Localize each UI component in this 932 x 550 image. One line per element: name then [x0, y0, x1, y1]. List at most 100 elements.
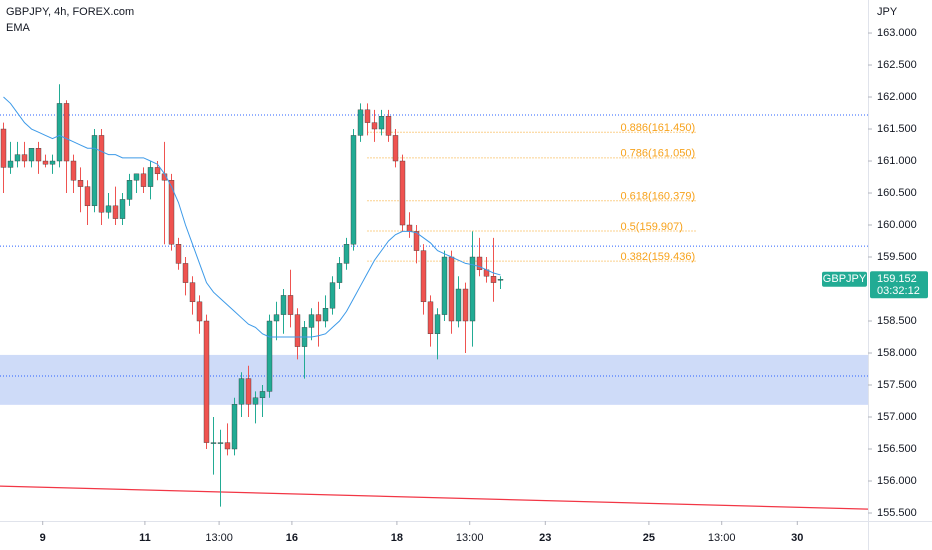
candle-body — [49, 160, 56, 165]
fib-label: 0.786(161.050) — [621, 148, 696, 160]
x-tick-label: 18 — [391, 532, 403, 544]
candle-body — [245, 378, 252, 405]
y-tick-label: 156.500 — [877, 443, 917, 455]
candle-body — [119, 199, 126, 219]
y-tick-label: 160.500 — [877, 187, 917, 199]
candle-body — [266, 320, 273, 392]
x-tick-label: 13:00 — [708, 532, 736, 544]
candle-body — [343, 244, 350, 264]
x-tick-label: 25 — [643, 532, 655, 544]
candle-body — [35, 148, 42, 162]
candle-body — [259, 391, 266, 399]
fib-label: 0.618(160.379) — [621, 191, 696, 203]
candle-body — [329, 282, 336, 309]
price-tag — [870, 271, 928, 299]
y-tick-label: 160.000 — [877, 219, 917, 231]
y-tick-label: 156.000 — [877, 475, 917, 487]
candle-body — [105, 205, 112, 213]
candle-body — [497, 279, 504, 281]
trendline — [0, 485, 869, 510]
y-tick-label: 161.500 — [877, 123, 917, 135]
candle-body — [175, 244, 182, 264]
candle-body — [217, 442, 224, 444]
candle-body — [399, 160, 406, 226]
candle-body — [315, 314, 322, 322]
symbol-tag-label: GBPJPY — [823, 273, 867, 285]
symbol-tag — [822, 271, 867, 287]
candle-body — [406, 224, 413, 232]
candle-body — [182, 263, 189, 283]
candle-body — [56, 103, 63, 162]
candle-body — [448, 256, 455, 322]
candle-body — [273, 314, 280, 322]
fib-label: 0.886(161.450) — [621, 122, 696, 134]
y-tick-label: 155.500 — [877, 507, 917, 519]
candle-body — [28, 148, 35, 162]
candle-body — [322, 308, 329, 322]
candle-body — [280, 295, 287, 315]
y-tick-label: 159.500 — [877, 251, 917, 263]
x-tick-label: 16 — [286, 532, 298, 544]
candle-body — [147, 167, 154, 187]
candle-body — [378, 116, 385, 130]
candle-body — [294, 314, 301, 347]
candle-body — [371, 122, 378, 130]
candle-body — [7, 160, 14, 168]
candle-body — [91, 135, 98, 207]
candle-body — [196, 301, 203, 322]
y-tick-label: 161.000 — [877, 155, 917, 167]
fib-label: 0.5(159.907) — [621, 221, 683, 233]
x-tick-label: 9 — [40, 532, 46, 544]
candle-body — [231, 404, 238, 450]
candle-body — [210, 442, 217, 444]
candle-body — [420, 250, 427, 303]
candle-body — [357, 109, 364, 136]
candle-body — [77, 180, 84, 187]
x-tick-label: 13:00 — [205, 532, 233, 544]
candle-body — [21, 154, 28, 162]
countdown-label: 03:32:12 — [877, 285, 920, 297]
candle-body — [385, 116, 392, 136]
support-zone — [0, 354, 868, 405]
x-tick-label: 13:00 — [456, 532, 484, 544]
candle-body — [462, 288, 469, 322]
candle-body — [238, 378, 245, 405]
candle-body — [203, 320, 210, 443]
y-tick-label: 162.500 — [877, 59, 917, 71]
candle-body — [476, 256, 483, 271]
candle-body — [392, 135, 399, 162]
y-tick-label: 162.000 — [877, 91, 917, 103]
candle-body — [490, 276, 497, 283]
candle-body — [168, 180, 175, 245]
candle-body — [98, 135, 105, 213]
candle-body — [308, 314, 315, 328]
candle-body — [350, 135, 357, 245]
candle-body — [413, 231, 420, 251]
plot: 0.886(161.450) 0.786(161.050) 0.618(160.37… — [0, 84, 869, 510]
chart-title: GBPJPY, 4h, FOREX.com — [6, 6, 134, 18]
x-tick-label: 23 — [539, 532, 551, 544]
candle-body — [154, 167, 161, 175]
candle-body — [441, 256, 448, 315]
candle-body — [14, 154, 21, 162]
candle-body — [364, 109, 371, 123]
candle-body — [84, 186, 91, 207]
y-tick-label: 163.000 — [877, 27, 917, 39]
candle-body — [287, 295, 294, 315]
candle-body — [469, 256, 476, 322]
candle-body — [336, 263, 343, 283]
price-tag-label: 159.152 — [877, 273, 917, 285]
indicator-label: EMA — [6, 22, 31, 34]
y-tick-label: 158.000 — [877, 347, 917, 359]
candle-body — [224, 442, 231, 450]
candle-body — [63, 103, 70, 162]
currency-label: JPY — [877, 6, 898, 18]
candle-body — [133, 173, 140, 181]
x-tick-label: 30 — [791, 532, 803, 544]
candle-body — [0, 128, 7, 168]
candle-body — [126, 180, 133, 200]
candle-body — [455, 288, 462, 322]
candle-body — [140, 173, 147, 187]
